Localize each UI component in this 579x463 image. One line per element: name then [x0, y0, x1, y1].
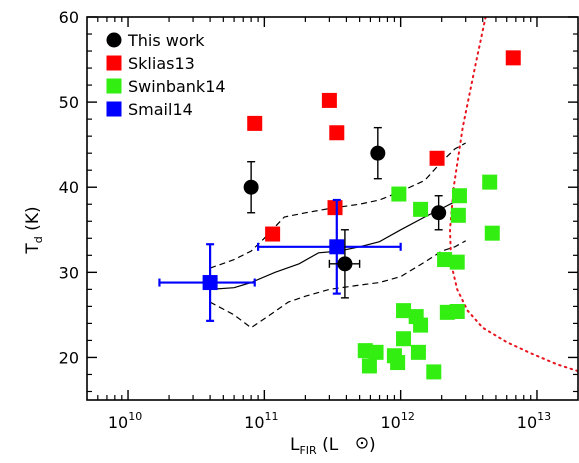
swinbank14-point-13 — [396, 331, 412, 347]
swinbank14-point-20 — [426, 364, 442, 380]
smail14-point-0 — [202, 275, 218, 291]
sklias13-point-4 — [327, 200, 343, 216]
legend-label-3: Smail14 — [128, 100, 193, 119]
swinbank14-point-0 — [391, 186, 407, 202]
swinbank14-point-7 — [449, 254, 465, 270]
sklias13-point-5 — [429, 150, 445, 166]
swinbank14-point-9 — [449, 303, 465, 319]
swinbank14-point-3 — [450, 207, 466, 223]
swinbank14-point-2 — [451, 188, 467, 204]
sklias13-point-1 — [265, 226, 281, 242]
legend-marker-3 — [106, 101, 122, 117]
legend-marker-2 — [106, 78, 122, 94]
y-tick-label-60: 60 — [59, 8, 79, 27]
swinbank14-point-4 — [482, 174, 498, 190]
sklias13-point-3 — [329, 125, 345, 141]
x-tick-label-11: 1011 — [244, 410, 278, 432]
legend: This work Sklias13 Swinbank14 Smail14 — [106, 31, 226, 119]
swinbank14-point-16 — [361, 358, 377, 374]
this-work-point-3 — [431, 205, 447, 221]
swinbank14-point-19 — [410, 344, 426, 360]
x-axis-title-sun-symbol — [356, 437, 368, 449]
x-axis-title-close: ) — [369, 435, 376, 455]
y-tick-label-30: 30 — [59, 263, 79, 282]
plot-content — [158, 17, 578, 380]
x-axis-title: LFIR (L — [290, 435, 339, 457]
swinbank14-point-12 — [413, 317, 429, 333]
y-tick-label-40: 40 — [59, 178, 79, 197]
this-work-point-0 — [243, 179, 259, 195]
swinbank14-point-6 — [437, 252, 453, 268]
y-tick-label-50: 50 — [59, 93, 79, 112]
sklias13-point-6 — [505, 50, 521, 66]
axis-titles: LFIR (L) Td (K) — [23, 206, 376, 457]
x-axis-title-sun-symbol-dot — [360, 441, 364, 445]
axis-ticks: 20 30 40 50 60 1010 1011 1012 1013 — [59, 8, 578, 432]
legend-marker-0 — [106, 32, 122, 48]
this-work-point-1 — [370, 145, 386, 161]
curve-dashed-1 — [209, 142, 466, 269]
sklias13-point-2 — [321, 92, 337, 108]
legend-label-1: Sklias13 — [128, 54, 195, 73]
sklias13-point-0 — [247, 115, 263, 131]
legend-marker-1 — [106, 55, 122, 71]
x-tick-label-13: 1013 — [517, 410, 551, 432]
y-axis-title: Td (K) — [23, 206, 45, 254]
y-tick-label-20: 20 — [59, 348, 79, 367]
curve-dotted-3 — [448, 17, 578, 373]
legend-label-0: This work — [127, 31, 205, 50]
this-work-point-2 — [337, 256, 353, 272]
x-tick-label-12: 1012 — [380, 410, 414, 432]
swinbank14-point-10 — [396, 303, 412, 319]
plot-frame — [86, 16, 579, 401]
swinbank14-point-18 — [390, 355, 406, 371]
swinbank14-point-15 — [368, 344, 384, 360]
smail14-point-1 — [329, 239, 345, 255]
x-tick-label-10: 1010 — [108, 410, 142, 432]
legend-label-2: Swinbank14 — [128, 77, 226, 96]
swinbank14-point-5 — [484, 225, 500, 241]
swinbank14-point-1 — [413, 201, 429, 217]
